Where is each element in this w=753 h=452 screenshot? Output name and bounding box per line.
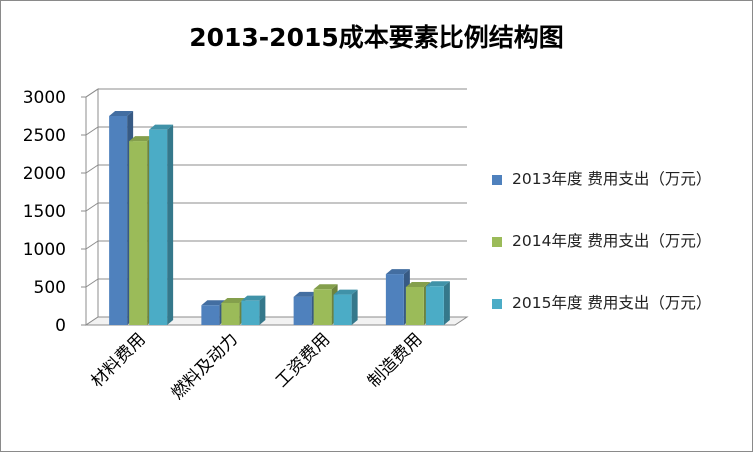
xtick-label-0: 材料费用 — [87, 329, 149, 391]
bar-top-3-2 — [425, 281, 450, 287]
gridline-side-1000 — [85, 240, 99, 250]
bar-1-0 — [201, 305, 220, 325]
legend-item-2013: 2013年度 费用支出（万元） — [492, 167, 742, 191]
legend-swatch-2014 — [492, 237, 502, 247]
bar-top-1-2 — [241, 295, 266, 301]
gridline-side-2500 — [85, 126, 99, 136]
xtick-label-2: 工资费用 — [272, 329, 334, 391]
legend-swatch-2013 — [492, 175, 502, 185]
bar-top-1-1 — [221, 297, 246, 303]
legend-item-2015: 2015年度 费用支出（万元） — [492, 291, 742, 315]
bar-top-2-2 — [333, 289, 358, 295]
bar-side-2-2 — [351, 289, 358, 325]
bar-2-1 — [313, 289, 332, 325]
gridline-side-3000 — [85, 88, 99, 98]
bar-top-1-0 — [201, 300, 226, 306]
bar-side-3-2 — [443, 281, 450, 325]
bar-top-0-0 — [109, 111, 134, 116]
bar-3-2 — [425, 286, 444, 325]
bar-top-0-1 — [129, 136, 154, 142]
ytick-label-0: 0 — [55, 316, 66, 336]
bar-2-0 — [293, 296, 312, 325]
bar-side-1-2 — [259, 295, 266, 325]
bar-2-2 — [333, 294, 352, 325]
bar-side-0-2 — [167, 124, 174, 326]
bar-3-1 — [405, 287, 424, 325]
bar-0-1 — [129, 141, 148, 325]
xtick-label-3: 制造费用 — [364, 329, 426, 391]
chart-title: 2013-2015成本要素比例结构图 — [189, 23, 564, 52]
xtick-label-1: 燃料及动力 — [168, 329, 242, 403]
ytick-label-1000: 1000 — [23, 240, 66, 260]
gridline-side-1500 — [85, 202, 99, 212]
bar-1-1 — [221, 302, 240, 325]
gridline-side-500 — [85, 278, 99, 288]
bar-0-2 — [149, 129, 168, 325]
legend-label-2013: 2013年度 费用支出（万元） — [512, 170, 712, 188]
legend-item-2014: 2014年度 费用支出（万元） — [492, 229, 742, 253]
ytick-label-3000: 3000 — [23, 88, 66, 108]
legend-label-2014: 2014年度 费用支出（万元） — [512, 232, 712, 250]
bar-top-3-1 — [405, 282, 430, 287]
gridline-side-2000 — [85, 164, 99, 174]
ytick-label-1500: 1500 — [23, 202, 66, 222]
bar-1-2 — [241, 300, 260, 325]
legend-label-2015: 2015年度 费用支出（万元） — [512, 294, 712, 312]
floor — [84, 316, 469, 326]
ytick-label-500: 500 — [34, 278, 66, 298]
bar-3-0 — [385, 274, 404, 325]
legend-swatch-2015 — [492, 299, 502, 309]
bar-top-3-0 — [385, 269, 410, 275]
bar-top-2-1 — [313, 284, 338, 290]
bar-top-2-0 — [293, 291, 318, 297]
ytick-label-2000: 2000 — [23, 164, 66, 184]
ytick-label-2500: 2500 — [23, 126, 66, 146]
bar-0-0 — [109, 116, 128, 325]
bar-top-0-2 — [149, 124, 174, 130]
